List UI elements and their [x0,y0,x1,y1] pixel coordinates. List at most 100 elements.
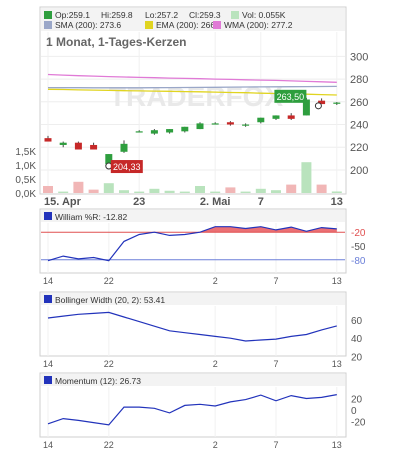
watermark: TRADERFOX [109,81,284,112]
indicator-tick-label: 60 [351,316,363,327]
panel-date-label: 22 [104,359,114,369]
candle-body [242,124,250,126]
volume-bar [164,190,175,193]
panel-date-label: 7 [273,359,278,369]
volume-bar [134,191,145,193]
indicator-tick-label: 0 [351,406,357,417]
indicator-title: Momentum (12): 26.73 [55,376,141,386]
volume-bar [119,190,129,193]
price-tick-label: 280 [350,74,368,86]
candle-body [166,129,174,133]
candle-body [333,102,341,104]
candle-body [272,115,280,119]
panel-date-label: 14 [43,359,53,369]
candle-body [150,130,158,134]
legend-wma: WMA (200): 277.2 [224,20,293,30]
volume-bar [271,190,281,193]
panel-legend-bar [41,293,345,305]
indicator-tick-label: 20 [351,395,363,406]
candle-body [211,123,219,125]
candle-body [74,142,82,150]
candlesticks [44,97,341,166]
price-tick-label: 260 [350,97,368,109]
volume-bars [43,162,342,193]
volume-bar [286,184,297,193]
volume-axis-labels: 1,5K 1,0K 0,5K 0,0K [15,147,36,200]
low-badge-label: 204,33 [113,162,141,172]
indicator-legend-icon [44,212,52,220]
volume-bar [255,188,266,193]
high-marker [314,102,322,110]
legend-bar [41,8,345,31]
panel-date-label: 22 [104,440,114,450]
legend-vol: Vol: 0.055K [242,10,286,20]
main-panel: TRADERFOX Op:259.1 Hi:259.8 Lo:257.2 Cl:… [15,6,368,208]
ema-legend-icon [145,21,153,29]
panel-legend-bar [41,374,345,386]
price-tick-label: 300 [350,51,368,63]
panel-date-label: 13 [332,359,342,369]
high-badge-label: 263,50 [277,92,305,102]
ma-line-wma [47,73,337,83]
indicator-title: William %R: -12.82 [55,212,128,222]
volume-bar [195,186,205,193]
legend-op: Op:259.1 [55,10,90,20]
panel-date-label: 22 [104,276,114,286]
panel-legend-bar [41,210,345,222]
volume-bar [301,162,312,193]
panel-date-label: 13 [332,276,342,286]
panel-date-label: 2 [213,359,218,369]
volume-bar [43,186,53,193]
volume-tick-label: 0,0K [15,189,36,200]
panel-date-label: 14 [43,276,53,286]
volume-bar [225,187,236,193]
panel-date-label: 7 [273,440,278,450]
indicator-title: Bollinger Width (20, 2): 53.41 [55,295,165,305]
low-badge [110,160,143,174]
volume-tick-label: 0,5K [15,175,36,186]
candle-body [226,122,234,125]
indicator-line [47,226,337,262]
panel-date-label: 13 [332,440,342,450]
indicator-tick-label: -80 [351,256,366,267]
panel-date-label: 2 [213,276,218,286]
candle-body [196,123,204,130]
chart-title: 1 Monat, 1-Tages-Kerzen [46,35,186,49]
volume-bar [149,188,160,193]
volume-bar [240,191,251,193]
date-label: 23 [133,196,145,208]
volume-bar [210,191,221,193]
legend-lo: Lo:257.2 [145,10,178,20]
volume-bar [316,184,327,193]
legend-hi: Hi:259.8 [101,10,133,20]
legend-ema: EMA (200): 266 [156,20,215,30]
indicator-tick-label: -50 [351,242,366,253]
main-date-labels: 15. Apr 23 2. Mai 7 13 [44,196,343,208]
date-label: 15. Apr [44,196,82,208]
candle-body [181,126,189,132]
price-tick-label: 240 [350,120,368,132]
price-tick-label: 220 [350,142,368,154]
price-tick-label: 200 [350,165,368,177]
candle-legend-icon [44,11,52,19]
panel-date-label: 14 [43,440,53,450]
volume-bar [179,191,190,193]
sma-legend-icon [44,21,52,29]
indicator-tick-label: 20 [351,353,363,364]
candle-body [302,99,310,116]
volume-tick-label: 1,5K [15,147,36,158]
candle-body [287,115,295,119]
indicator-line [47,311,337,342]
indicator-legend-icon [44,376,52,384]
volume-bar [88,189,99,193]
ma-line-sma [47,85,337,89]
candle-body [257,117,265,123]
indicator-tick-label: -20 [351,228,366,239]
candle-body [135,131,143,133]
date-label: 13 [331,196,343,208]
candle-body [120,143,128,152]
